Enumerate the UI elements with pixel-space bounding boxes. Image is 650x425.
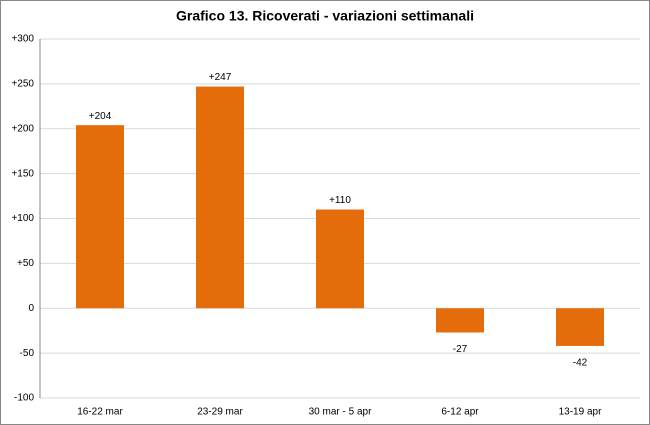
y-tick-label: +200	[11, 123, 34, 134]
y-tick-label: 0	[28, 303, 34, 314]
data-label: +247	[209, 72, 232, 83]
bar	[196, 86, 244, 309]
y-tick-label: +150	[11, 168, 34, 179]
x-tick-label: 30 mar - 5 apr	[309, 407, 372, 418]
x-tick-label: 16-22 mar	[77, 407, 123, 418]
y-tick-label: +300	[11, 34, 34, 45]
bar	[316, 209, 364, 309]
x-tick-label: 23-29 mar	[197, 407, 243, 418]
bar	[556, 308, 604, 346]
bar	[76, 125, 124, 309]
y-tick-label: +50	[17, 258, 34, 269]
y-tick-label: -50	[20, 348, 35, 359]
chart-title: Grafico 13. Ricoverati - variazioni sett…	[176, 8, 474, 24]
x-tick-label: 13-19 apr	[559, 407, 602, 418]
y-tick-label: +100	[11, 213, 34, 224]
data-label: -27	[453, 344, 468, 355]
bar	[436, 308, 484, 333]
y-tick-label: +250	[11, 79, 34, 90]
data-label: -42	[573, 358, 588, 369]
data-label: +110	[329, 195, 351, 206]
x-tick-label: 6-12 apr	[441, 407, 479, 418]
y-tick-label: -100	[14, 393, 34, 404]
data-label: +204	[89, 111, 112, 122]
